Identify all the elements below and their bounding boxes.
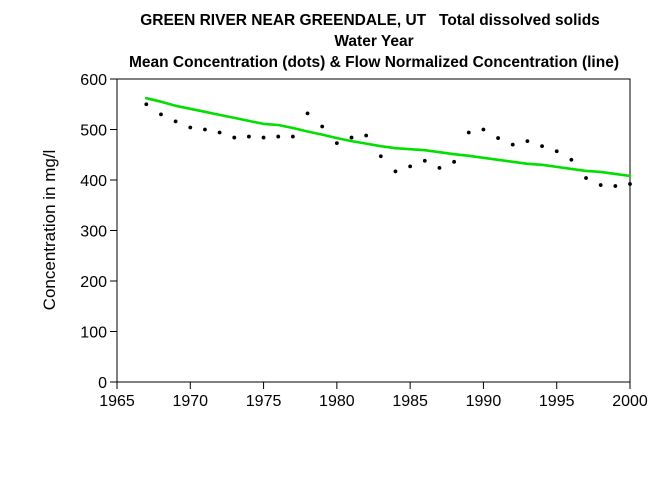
data-point-1999 (613, 184, 618, 188)
data-point-1972 (217, 130, 222, 135)
x-tick-label-1995: 1995 (539, 393, 575, 410)
data-point-1979 (320, 124, 325, 129)
y-tick-label-100: 100 (80, 325, 107, 342)
y-tick-label-0: 0 (98, 375, 107, 392)
data-point-1991 (496, 136, 500, 140)
data-point-1977 (290, 134, 295, 139)
data-point-1973 (232, 135, 237, 140)
flow-normalized-line-series (145, 96, 632, 178)
y-axis-label: Concentration in mg/l (40, 150, 59, 311)
data-point-2000 (628, 182, 632, 186)
x-tick-label-1965: 1965 (99, 393, 135, 410)
x-tick-label-1970: 1970 (172, 393, 208, 410)
data-point-1988 (452, 159, 457, 164)
x-tick-label-1980: 1980 (319, 393, 355, 410)
chart-title: GREEN RIVER NEAR GREENDALE, UT Total dis… (140, 12, 600, 29)
data-point-1980 (334, 141, 339, 146)
mean-concentration-points (144, 102, 632, 188)
data-point-1968 (159, 112, 163, 117)
data-point-1985 (408, 164, 413, 169)
chart-subtitle-legend: Mean Concentration (dots) & Flow Normali… (129, 54, 619, 71)
data-point-1967 (144, 102, 149, 107)
data-point-1984 (393, 169, 398, 174)
data-point-1974 (247, 134, 251, 139)
data-point-1969 (173, 119, 178, 124)
data-point-1997 (584, 176, 588, 180)
data-point-1983 (378, 154, 383, 159)
data-point-1976 (276, 134, 281, 139)
y-tick-label-400: 400 (80, 173, 107, 190)
x-axis: 1965 1970 1975 1980 1985 1990 1995 2000 (99, 382, 648, 410)
x-tick-label-1985: 1985 (392, 393, 428, 410)
data-point-1982 (364, 133, 369, 138)
data-point-1996 (569, 157, 574, 162)
y-axis: 0 100 200 300 400 500 600 (80, 72, 117, 392)
chart-subtitle-water-year: Water Year (334, 33, 413, 50)
y-tick-label-600: 600 (80, 72, 107, 89)
data-point-1995 (554, 149, 559, 154)
y-tick-label-300: 300 (80, 224, 107, 241)
data-point-1989 (466, 130, 471, 135)
data-point-1992 (510, 142, 515, 147)
data-point-1986 (422, 158, 427, 163)
data-point-1975 (261, 135, 266, 140)
data-point-1970 (188, 125, 193, 130)
x-tick-label-1990: 1990 (466, 393, 502, 410)
flow-normalized-line (145, 96, 632, 178)
data-point-1987 (437, 165, 442, 170)
x-tick-label-1975: 1975 (246, 393, 282, 410)
y-tick-label-500: 500 (80, 123, 107, 140)
data-point-1998 (598, 183, 603, 187)
data-point-1990 (481, 127, 486, 132)
data-point-1994 (540, 144, 544, 149)
data-point-1993 (525, 139, 530, 144)
y-tick-label-200: 200 (80, 274, 107, 291)
x-tick-label-2000: 2000 (612, 393, 648, 410)
data-point-1978 (305, 111, 310, 116)
plot-frame (116, 78, 631, 383)
data-point-1981 (349, 135, 354, 140)
data-point-1971 (203, 127, 207, 132)
